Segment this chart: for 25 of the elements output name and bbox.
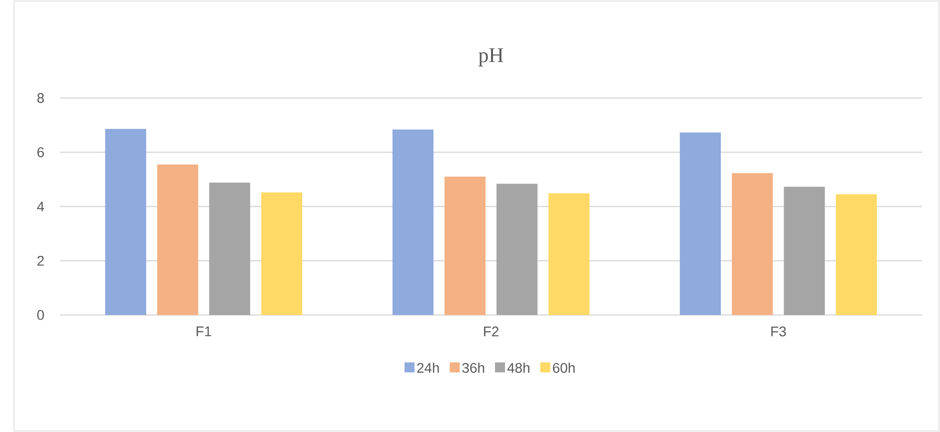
legend-label: 60h: [552, 362, 575, 373]
y-tick-label: 6: [37, 147, 44, 158]
bar: [680, 132, 721, 315]
bar: [105, 128, 146, 315]
legend-label: 36h: [462, 362, 484, 373]
bar: [836, 194, 877, 315]
bar: [157, 164, 198, 315]
bar: [496, 184, 538, 315]
y-tick-label: 0: [37, 310, 44, 320]
bar: [732, 173, 773, 315]
bar: [392, 129, 434, 315]
y-tick-label: 4: [37, 202, 44, 212]
x-tick-label: F2: [484, 326, 498, 336]
bar: [444, 176, 486, 315]
x-tick-label: F1: [196, 326, 212, 336]
y-tick-label: 2: [37, 256, 44, 266]
x-tick-label: F3: [771, 326, 786, 336]
chart-title: pH: [478, 48, 504, 66]
bar: [548, 193, 590, 315]
y-tick-label: 8: [37, 93, 44, 103]
legend-label: 24h: [417, 362, 439, 373]
legend-label: 48h: [507, 362, 530, 373]
bar: [784, 186, 825, 315]
bar: [209, 182, 250, 315]
bar: [261, 192, 302, 315]
